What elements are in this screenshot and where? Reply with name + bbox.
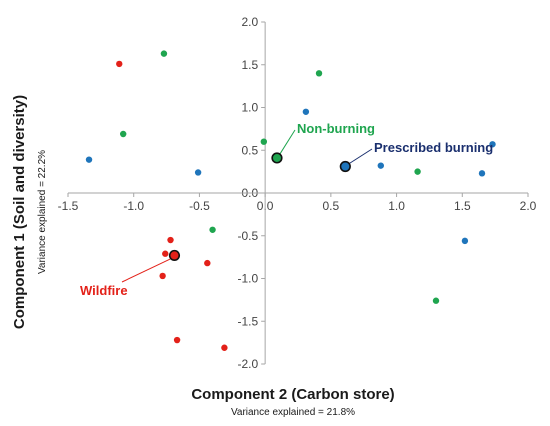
x-tick-label: -0.5: [189, 199, 210, 213]
wildfire-callout-label: Wildfire: [80, 283, 128, 298]
wildfire-data-point: [162, 250, 169, 257]
non-burning-leader-line: [279, 129, 296, 155]
prescribed-burning-data-point: [85, 156, 93, 163]
y-axis-title: Component 1 (Soil and diversity): [11, 95, 28, 329]
non-burning-data-point: [120, 130, 127, 138]
prescribed-burning-data-point: [377, 162, 384, 169]
x-tick-label: 2.0: [520, 199, 537, 213]
non-burning-data-point: [260, 138, 268, 145]
x-axis-subtitle: Variance explained = 21.8%: [231, 407, 355, 418]
x-axis-tick-marks: [67, 193, 529, 197]
y-tick-label: -1.5: [237, 314, 258, 328]
non-burning-data-point: [432, 297, 440, 304]
y-axis-subtitle: Variance explained = 22.2%: [37, 150, 48, 274]
data-points: [85, 50, 496, 351]
x-axis-tick-labels: -1.5 -1.0 -0.5 0.0 0.5 1.0 1.5 2.0: [58, 199, 537, 213]
non-burning-data-point: [209, 226, 216, 233]
prescribed-burning-data-point: [478, 170, 486, 177]
y-tick-label: 1.0: [241, 101, 258, 115]
x-axis-title: Component 2 (Carbon store): [191, 386, 394, 403]
x-tick-label: 0.5: [323, 199, 340, 213]
non-burning-data-point: [315, 70, 323, 77]
y-tick-label: -0.5: [237, 229, 258, 243]
non-burning-data-point: [414, 168, 421, 175]
y-axis-tick-marks: [261, 21, 266, 365]
prescribed-burning-centroid: [339, 160, 351, 173]
x-tick-label: 1.0: [388, 199, 405, 213]
wildfire-centroid: [168, 249, 181, 262]
x-tick-label: 1.5: [454, 199, 471, 213]
y-tick-label: -2.0: [237, 357, 258, 371]
wildfire-data-point: [221, 344, 228, 351]
wildfire-leader-line: [121, 257, 172, 283]
x-tick-label: -1.5: [58, 199, 79, 213]
prescribed-burning-data-point: [461, 237, 469, 245]
wildfire-data-point: [173, 336, 181, 344]
wildfire-data-point: [116, 60, 123, 68]
prescribed-burning-leader-line: [349, 148, 373, 164]
group-centroids: [168, 152, 351, 262]
callout-leader-lines: [121, 129, 373, 283]
prescribed-burning-data-point: [302, 108, 310, 115]
non-burning-callout-label: Non-burning: [297, 121, 375, 136]
y-tick-label: 0.5: [241, 143, 258, 157]
prescribed-burning-callout-label: Prescribed burning: [374, 140, 493, 155]
y-tick-label: -1.0: [237, 272, 258, 286]
wildfire-data-point: [167, 236, 174, 244]
prescribed-burning-data-point: [489, 141, 496, 148]
y-axis-tick-labels: 2.01.51.00.50.0-0.5-1.0-1.5-2.0: [237, 15, 258, 371]
wildfire-data-point: [159, 272, 166, 280]
y-tick-label: 1.5: [241, 58, 258, 72]
x-tick-label: -1.0: [123, 199, 144, 213]
y-tick-label: 2.0: [241, 15, 258, 29]
prescribed-burning-data-point: [194, 169, 202, 176]
wildfire-data-point: [204, 259, 211, 267]
non-burning-data-point: [160, 50, 168, 57]
non-burning-centroid: [271, 152, 283, 164]
